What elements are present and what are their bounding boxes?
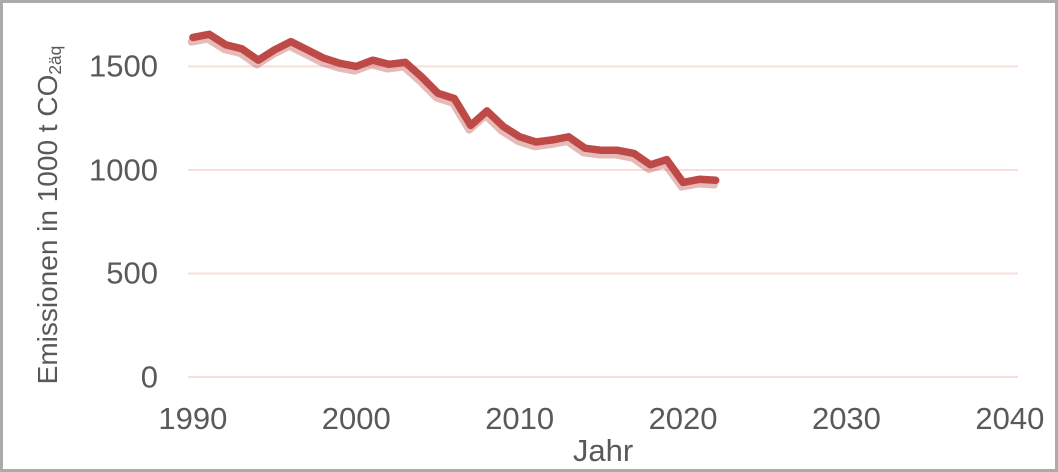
- y-axis-title-text: Emissionen in 1000 t CO: [32, 74, 63, 385]
- emissions-line-chart: [187, 30, 1018, 378]
- y-tick-label: 1000: [89, 152, 158, 188]
- emissions-line-shadow: [187, 35, 718, 191]
- x-tick-label: 2040: [975, 401, 1045, 436]
- y-tick-label: 500: [106, 255, 158, 291]
- x-tick-label: 1990: [158, 401, 228, 436]
- y-tick-label: 1500: [89, 48, 158, 84]
- x-tick-label: 2030: [811, 401, 881, 436]
- x-tick-label: 2020: [648, 401, 718, 436]
- y-axis-title-subscript: 2äq: [44, 45, 65, 75]
- y-tick-label: 0: [140, 359, 158, 395]
- x-axis-title: Jahr: [572, 433, 634, 468]
- x-tick-label: 2000: [321, 401, 391, 436]
- emissions-line: [189, 30, 720, 187]
- y-axis-title: Emissionen in 1000 t CO2äq: [32, 45, 65, 385]
- x-tick-label: 2010: [485, 401, 555, 436]
